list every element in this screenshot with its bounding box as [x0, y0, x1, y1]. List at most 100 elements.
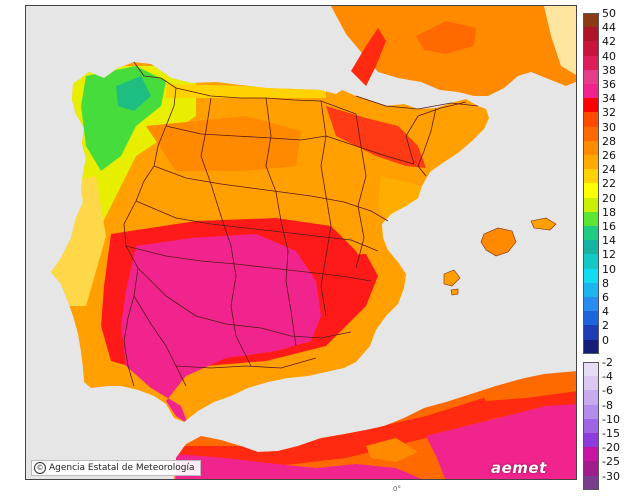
legend-label: 32: [602, 106, 616, 120]
ibiza-island: [443, 269, 461, 287]
legend-swatch: [583, 268, 599, 284]
aemet-logo: aemet: [491, 459, 547, 477]
ebro-hot-zone: [326, 106, 426, 168]
guadalquivir-extreme-zone: [121, 234, 321, 422]
legend-label: 28: [602, 134, 616, 148]
legend-swatch: [583, 475, 599, 491]
legend-label: -4: [602, 370, 613, 384]
border-line-6: [137, 267, 352, 339]
legend-swatch: [583, 13, 599, 28]
legend-label: 2: [602, 319, 609, 333]
border-line-5: [125, 245, 372, 282]
legend-label: 6: [602, 291, 609, 304]
legend-label: 34: [602, 92, 616, 106]
legend-label: 40: [602, 49, 616, 63]
legend-label: 50: [602, 7, 616, 20]
legend-swatch: [583, 169, 599, 184]
duero-warm-zone: [146, 116, 301, 171]
legend-swatch: [583, 69, 599, 85]
africa-heat-zones: [176, 374, 576, 479]
legend-label: 16: [602, 220, 616, 233]
legend-swatch: [583, 418, 599, 434]
legend-swatch: [583, 226, 599, 241]
legend-swatch: [583, 98, 599, 113]
province-borders: [123, 61, 479, 387]
legend-swatch: [583, 27, 599, 42]
legend-label: 42: [602, 35, 616, 49]
border-line-9: [265, 97, 297, 347]
legend-label: 18: [602, 205, 616, 219]
murcia-hot-zone: [326, 254, 378, 311]
legend-swatch: [583, 404, 599, 420]
legend-swatch: [583, 84, 599, 99]
africa-extreme-zone-2: [426, 404, 576, 479]
map-canvas: [26, 6, 576, 479]
legend-label: -30: [602, 469, 620, 483]
africa-extreme-zone-1: [176, 454, 426, 479]
legend-swatch: [583, 339, 599, 355]
legend-swatch: [583, 112, 599, 128]
france-hot-zone-2: [416, 21, 476, 54]
legend-swatch: [583, 254, 599, 270]
legend-label: 4: [602, 305, 609, 319]
temperature-legend: 50 44 42 40 38 36 34 32 30 28 26 24 22 20 18 16 14 12 10 8 6…: [583, 7, 627, 491]
alps-cool-strip: [544, 6, 576, 75]
legend-swatch: [583, 126, 599, 142]
legend-swatch: [583, 183, 599, 199]
legend-label: 24: [602, 163, 616, 177]
legend-swatch: [583, 447, 599, 462]
mallorca-island: [480, 227, 517, 257]
copyright-icon: ©: [34, 462, 46, 474]
formentera-island: [450, 288, 459, 296]
east-coast-warm: [378, 176, 421, 224]
legend-swatch: [583, 325, 599, 341]
legend-swatch: [583, 433, 599, 448]
border-line-7: [133, 295, 187, 387]
longitude-tick-label: 0°: [393, 485, 401, 493]
legend-label: 36: [602, 78, 616, 91]
legend-swatch: [583, 311, 599, 326]
menorca-island: [530, 217, 557, 231]
temperature-map: © Agencia Estatal de Meteorología aemet: [25, 5, 577, 480]
balearic-islands: [443, 217, 557, 296]
legend-label: 14: [602, 234, 616, 248]
border-line-4: [135, 200, 379, 252]
catalonia-border: [417, 107, 437, 177]
pyrenees-border: [355, 95, 479, 110]
legend-label: 30: [602, 120, 616, 134]
iberia-heat-zones: [51, 66, 426, 422]
legend-swatch: [583, 376, 599, 391]
credit-label: © Agencia Estatal de Meteorología: [31, 460, 201, 476]
legend-swatch: [583, 240, 599, 255]
legend-swatch: [583, 390, 599, 406]
legend-swatch: [583, 362, 599, 377]
legend-swatch: [583, 140, 599, 156]
credit-text: Agencia Estatal de Meteorología: [49, 463, 195, 473]
legend-swatch: [583, 41, 599, 57]
legend-label: -15: [602, 427, 620, 440]
legend-label: -2: [602, 356, 613, 369]
legend-swatch: [583, 197, 599, 213]
legend-label: 26: [602, 149, 616, 162]
border-line-8: [200, 97, 252, 367]
border-line-11: [355, 113, 367, 269]
legend-swatch: [583, 211, 599, 227]
portugal-spain-border: [123, 61, 177, 387]
africa-warm-patch: [366, 438, 418, 462]
galicia-teal-patch: [116, 76, 151, 111]
legend-label: 22: [602, 177, 616, 191]
legend-swatch: [583, 55, 599, 71]
legend-label: 44: [602, 21, 616, 35]
legend-label: 38: [602, 63, 616, 77]
legend-label: -8: [602, 398, 613, 412]
legend-label: 8: [602, 276, 609, 290]
border-line-12: [405, 101, 467, 165]
border-line-2: [165, 125, 415, 165]
legend-label: -10: [602, 412, 620, 426]
legend-swatch: [583, 282, 599, 298]
legend-swatch: [583, 297, 599, 312]
legend-label: 12: [602, 248, 616, 262]
legend-label: -20: [602, 441, 620, 455]
legend-label: -6: [602, 384, 613, 398]
legend-label: 10: [602, 262, 616, 276]
